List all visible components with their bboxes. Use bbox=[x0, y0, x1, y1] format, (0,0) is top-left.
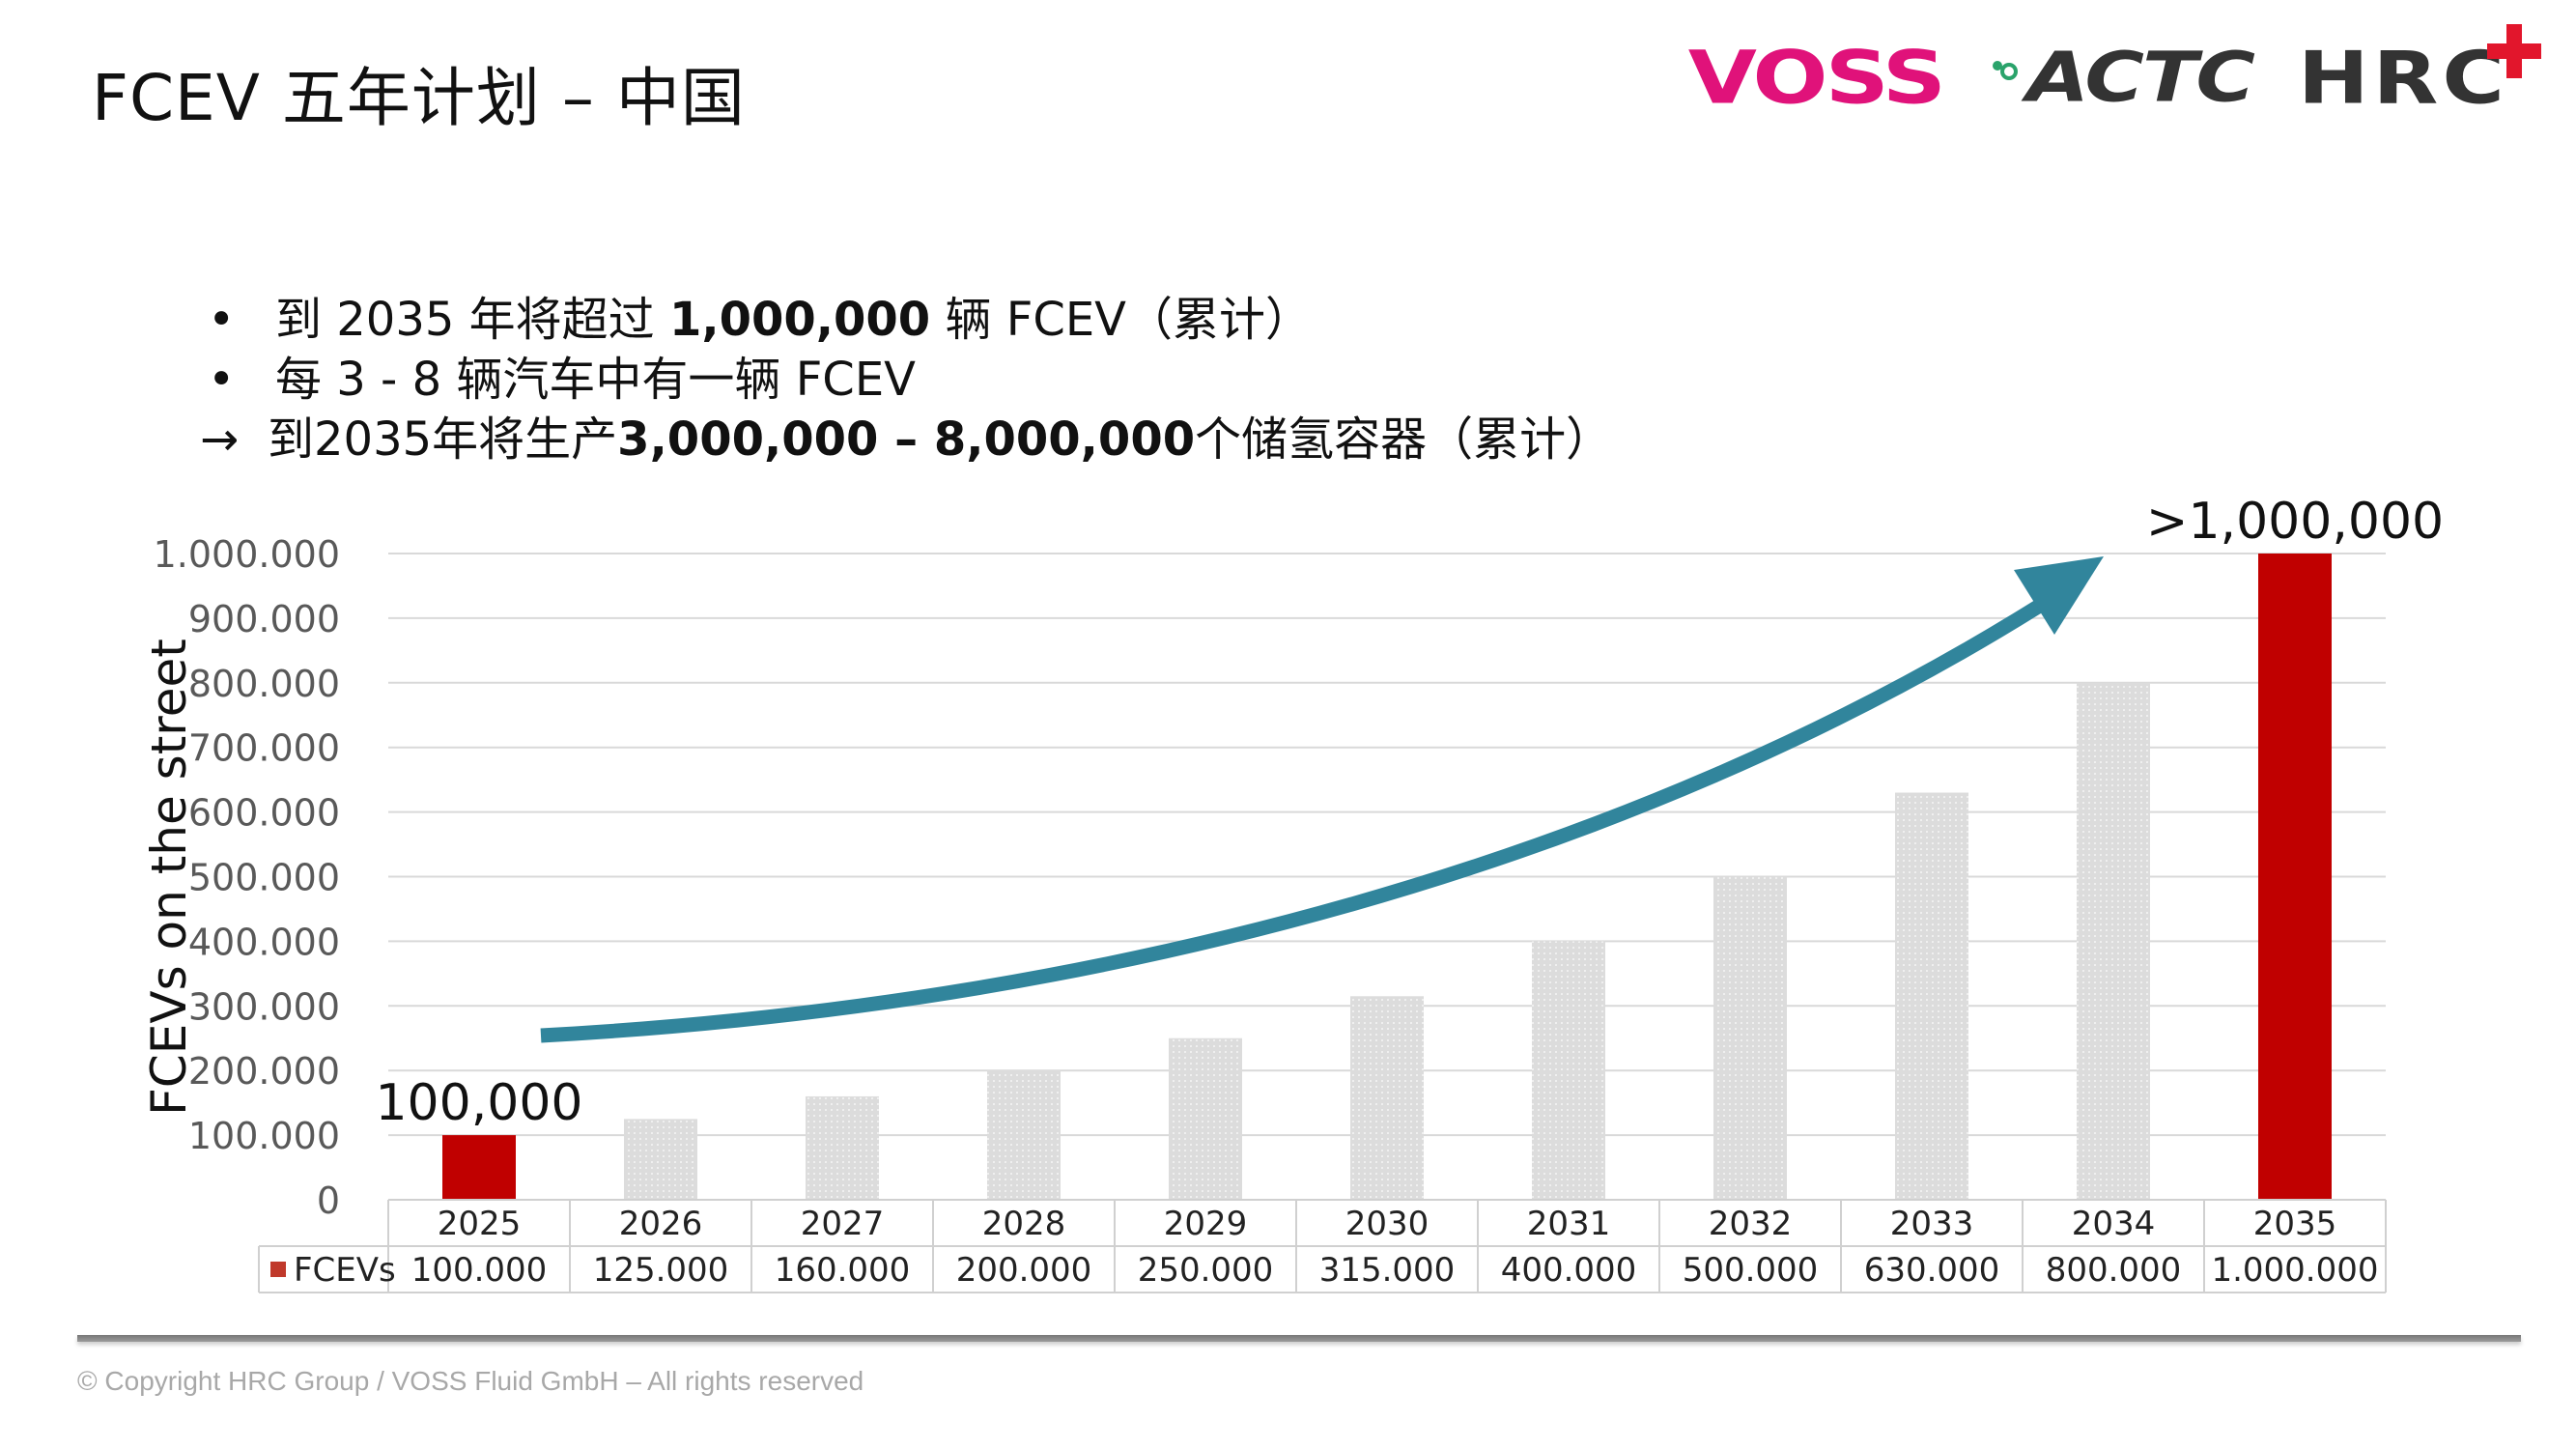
bullet-item-3: → 到2035年将生产3,000,000 – 8,000,000个储氢容器（累计） bbox=[200, 410, 1613, 469]
bar-2033 bbox=[1895, 792, 1968, 1200]
category-label: 2029 bbox=[1164, 1205, 1248, 1243]
y-tick-label: 500.000 bbox=[188, 857, 340, 899]
category-label: 2035 bbox=[2253, 1205, 2337, 1243]
bullet-text: 每 3 - 8 辆汽车中有一辆 FCEV bbox=[275, 353, 916, 407]
table-value: 1.000.000 bbox=[2211, 1251, 2378, 1290]
bullet-item-1: • 到 2035 年将超过 1,000,000 辆 FCEV（累计） bbox=[208, 290, 1612, 350]
category-label: 2033 bbox=[1890, 1205, 1974, 1243]
y-axis-tick-labels: 0 100.000 200.000 300.000 400.000 500.000 600.… bbox=[154, 533, 340, 1222]
legend-key bbox=[270, 1262, 286, 1277]
hrc-logo: HRC bbox=[2298, 23, 2541, 128]
copyright-text: © Copyright HRC Group / VOSS Fluid GmbH … bbox=[77, 1366, 864, 1396]
y-tick-label: 200.000 bbox=[188, 1050, 340, 1093]
table-value: 125.000 bbox=[593, 1251, 729, 1290]
y-axis-label: FCEVs on the street bbox=[141, 639, 197, 1116]
footer-divider bbox=[77, 1335, 2521, 1342]
y-tick-label: 0 bbox=[317, 1179, 340, 1222]
bar-2032 bbox=[1713, 876, 1787, 1200]
actc-logo: ACTC bbox=[1988, 30, 2255, 125]
y-tick-label: 700.000 bbox=[188, 727, 340, 770]
annotation-label: 100,000 bbox=[375, 1074, 582, 1132]
trend-arrow-head bbox=[2014, 556, 2104, 635]
y-tick-label: 100.000 bbox=[188, 1115, 340, 1157]
y-tick-label: 800.000 bbox=[188, 663, 340, 705]
table-value: 500.000 bbox=[1683, 1251, 1819, 1290]
table-value: 200.000 bbox=[956, 1251, 1092, 1290]
bullet-bold-value: 3,000,000 – 8,000,000 bbox=[617, 412, 1196, 467]
bullet-list: • 到 2035 年将超过 1,000,000 辆 FCEV（累计） • 每 3 -… bbox=[200, 290, 1613, 469]
trend-arrow-shaft bbox=[540, 600, 2042, 1043]
bar-2031 bbox=[1532, 941, 1605, 1200]
bullet-marker: • bbox=[208, 293, 236, 347]
legend-series-name: FCEVs bbox=[294, 1251, 396, 1290]
table-value: 100.000 bbox=[411, 1251, 548, 1290]
category-label: 2034 bbox=[2072, 1205, 2156, 1243]
bar-2026 bbox=[624, 1119, 697, 1200]
bar-2034 bbox=[2077, 682, 2150, 1200]
bar-2025 bbox=[442, 1135, 516, 1200]
bullet-text: 到2035年将生产 bbox=[268, 412, 618, 467]
annotation-label: >1,000,000 bbox=[2146, 493, 2444, 551]
category-label: 2030 bbox=[1345, 1205, 1430, 1243]
page-title: FCEV 五年计划 – 中国 bbox=[92, 61, 746, 135]
hrc-logo-text: HRC bbox=[2298, 35, 2508, 120]
category-label: 2031 bbox=[1527, 1205, 1611, 1243]
voss-logo: VOSS bbox=[1687, 35, 1946, 120]
data-table: 2025 100.000 2026 125.000 2027 160.000 2028 200… bbox=[258, 1199, 2387, 1293]
bullet-text: 辆 FCEV（累计） bbox=[930, 293, 1313, 347]
actc-emblem-icon bbox=[1992, 61, 2018, 80]
arrow-icon: → bbox=[200, 412, 240, 467]
trend-arrow bbox=[540, 556, 2104, 1043]
annotations: 100,000 >1,000,000 bbox=[375, 493, 2444, 1132]
category-label: 2027 bbox=[801, 1205, 885, 1243]
bar-2030 bbox=[1350, 996, 1424, 1200]
category-label: 2032 bbox=[1709, 1205, 1793, 1243]
bar-2028 bbox=[987, 1070, 1061, 1200]
logo-bar: VOSS ACTC HRC bbox=[1687, 10, 2541, 145]
table-value: 800.000 bbox=[2046, 1251, 2182, 1290]
y-tick-label: 300.000 bbox=[188, 985, 340, 1028]
y-tick-label: 400.000 bbox=[188, 921, 340, 963]
bar-2035 bbox=[2258, 554, 2332, 1200]
y-tick-label: 1.000.000 bbox=[154, 533, 340, 576]
red-cross-icon bbox=[2487, 23, 2541, 78]
table-value: 160.000 bbox=[775, 1251, 911, 1290]
table-value: 315.000 bbox=[1319, 1251, 1456, 1290]
table-value: 630.000 bbox=[1864, 1251, 2000, 1290]
y-tick-label: 600.000 bbox=[188, 792, 340, 835]
y-tick-label: 900.000 bbox=[188, 598, 340, 640]
bullet-text: 到 2035 年将超过 bbox=[275, 293, 669, 347]
category-label: 2025 bbox=[438, 1205, 522, 1243]
category-label: 2028 bbox=[982, 1205, 1066, 1243]
category-label: 2026 bbox=[619, 1205, 703, 1243]
bars bbox=[442, 554, 2332, 1200]
bar-2029 bbox=[1169, 1037, 1242, 1200]
bullet-text: 个储氢容器（累计） bbox=[1195, 412, 1613, 467]
table-value: 400.000 bbox=[1501, 1251, 1637, 1290]
bullet-item-2: • 每 3 - 8 辆汽车中有一辆 FCEV bbox=[208, 350, 1612, 410]
bullet-bold-value: 1,000,000 bbox=[668, 293, 931, 347]
table-value: 250.000 bbox=[1138, 1251, 1274, 1290]
actc-logo-text: ACTC bbox=[2025, 37, 2255, 118]
bar-2027 bbox=[806, 1095, 879, 1200]
bullet-marker: • bbox=[208, 353, 236, 407]
